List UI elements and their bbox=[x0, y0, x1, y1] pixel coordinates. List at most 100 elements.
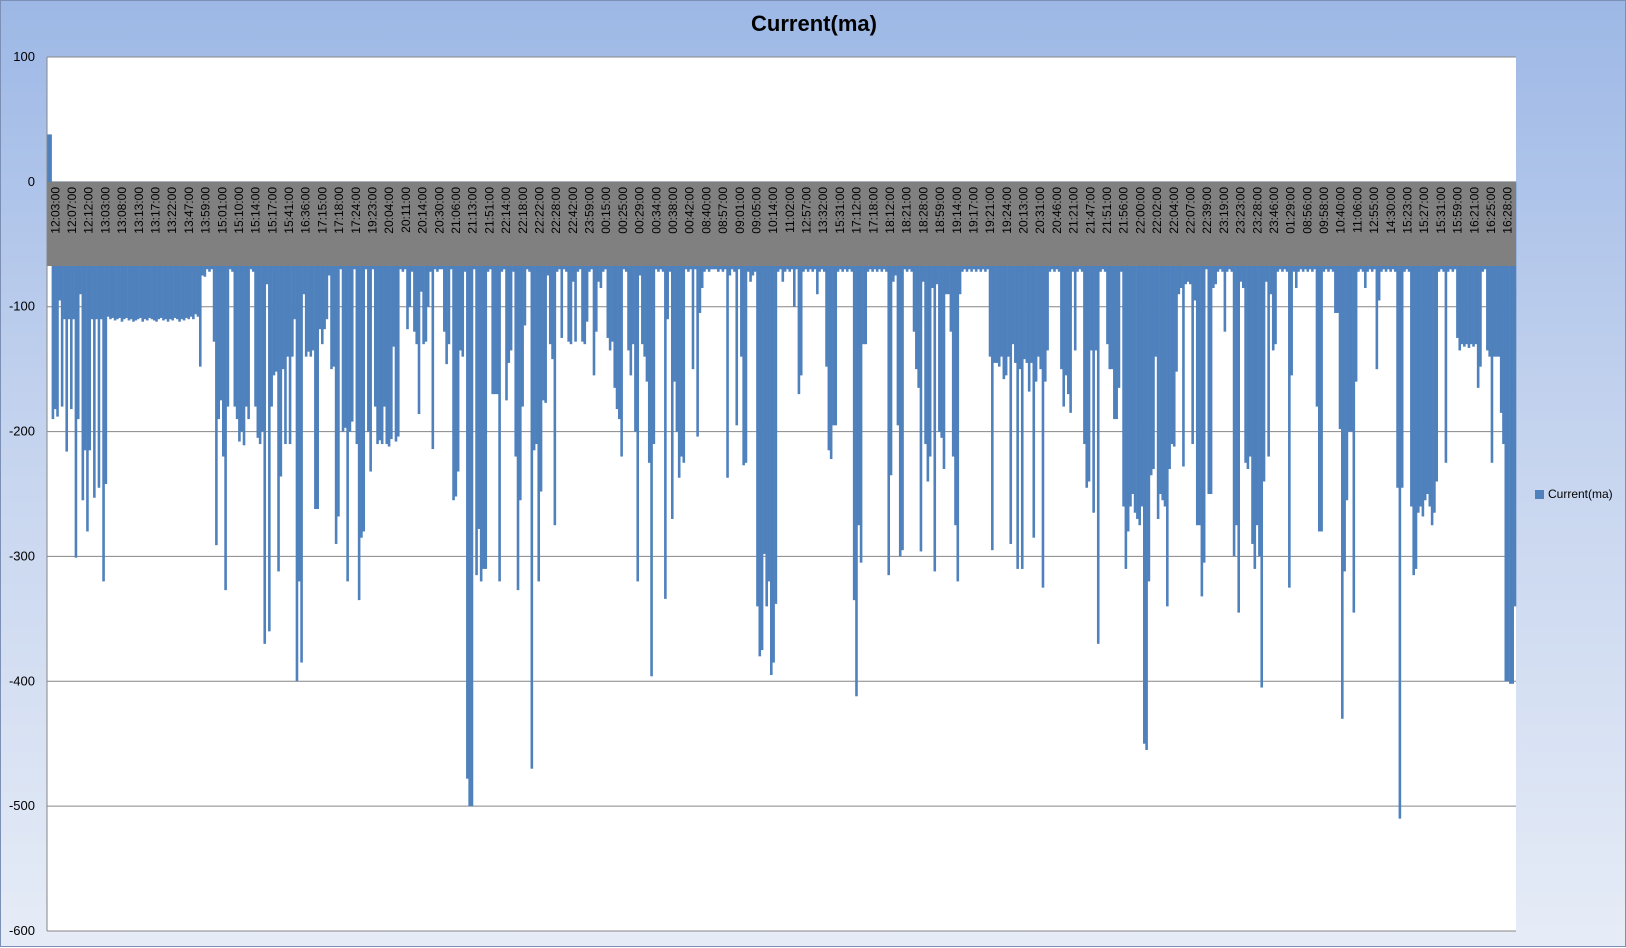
legend-label: Current(ma) bbox=[1548, 487, 1613, 501]
x-tick-label: 15:17:00 bbox=[265, 187, 279, 234]
bar bbox=[198, 181, 202, 367]
bar bbox=[1207, 181, 1211, 495]
x-tick-label: 12:57:00 bbox=[800, 187, 814, 234]
y-tick-label: -600 bbox=[9, 923, 35, 938]
bar bbox=[1043, 181, 1047, 382]
bar bbox=[1396, 181, 1399, 488]
bar bbox=[1253, 181, 1257, 569]
x-tick-label: 15:31:00 bbox=[833, 187, 847, 234]
x-tick-label: 13:08:00 bbox=[115, 187, 129, 234]
bar bbox=[756, 181, 759, 607]
bar bbox=[495, 181, 499, 395]
x-tick-label: 16:36:00 bbox=[299, 187, 313, 234]
bar bbox=[1499, 181, 1503, 413]
bar bbox=[387, 181, 391, 447]
bar bbox=[468, 181, 471, 807]
bar bbox=[102, 181, 105, 582]
x-tick-label: 20:11:00 bbox=[399, 187, 413, 233]
bar bbox=[629, 181, 633, 376]
bar bbox=[1506, 181, 1510, 682]
bar bbox=[1262, 181, 1266, 482]
bar bbox=[245, 181, 248, 407]
bar bbox=[887, 181, 891, 576]
x-tick-label: 13:17:00 bbox=[149, 187, 163, 234]
x-tick-label: 13:03:00 bbox=[98, 187, 112, 234]
x-tick-label: 21:51:00 bbox=[1100, 187, 1114, 234]
bar bbox=[1062, 181, 1066, 407]
bar bbox=[309, 181, 313, 357]
bar bbox=[1476, 181, 1480, 388]
x-tick-label: 22:02:00 bbox=[1150, 187, 1164, 234]
bar bbox=[1341, 181, 1344, 719]
bar bbox=[1172, 181, 1176, 447]
bar bbox=[284, 181, 287, 445]
bar bbox=[383, 181, 386, 407]
bar bbox=[233, 181, 237, 407]
bar bbox=[855, 181, 858, 697]
legend: Current(ma) bbox=[1535, 487, 1613, 501]
bar bbox=[1138, 181, 1141, 526]
bar bbox=[1267, 181, 1270, 457]
bar bbox=[97, 181, 101, 488]
bar bbox=[1209, 181, 1213, 495]
bar bbox=[997, 181, 1001, 367]
bar bbox=[452, 181, 455, 501]
bar bbox=[1246, 181, 1250, 470]
bar bbox=[380, 181, 384, 445]
x-tick-label: 19:14:00 bbox=[950, 187, 964, 234]
bar bbox=[1154, 181, 1158, 357]
bar bbox=[279, 181, 283, 477]
x-tick-label: 22:18:00 bbox=[516, 187, 530, 234]
bar bbox=[1290, 181, 1293, 376]
bar bbox=[1147, 181, 1151, 582]
bar bbox=[760, 181, 764, 651]
bar bbox=[357, 181, 361, 601]
bar bbox=[1320, 181, 1323, 532]
bar bbox=[1168, 181, 1171, 470]
bar bbox=[1237, 181, 1240, 613]
x-tick-label: 22:14:00 bbox=[499, 187, 513, 234]
bar bbox=[1129, 181, 1132, 507]
bar bbox=[1113, 181, 1116, 420]
bar bbox=[477, 181, 481, 529]
bar bbox=[1030, 181, 1033, 363]
bar bbox=[1002, 181, 1006, 380]
x-tick-label: 22:22:00 bbox=[532, 187, 546, 234]
bar bbox=[385, 181, 389, 445]
bar bbox=[1110, 181, 1114, 370]
bar bbox=[396, 181, 400, 437]
bar bbox=[767, 181, 771, 582]
bar bbox=[1354, 181, 1358, 382]
bar bbox=[268, 181, 271, 632]
bar bbox=[390, 181, 393, 440]
bar bbox=[311, 181, 315, 351]
bar bbox=[956, 181, 960, 582]
bar bbox=[261, 181, 264, 432]
y-tick-label: -500 bbox=[9, 798, 35, 813]
bar bbox=[454, 181, 458, 497]
x-tick-label: 18:59:00 bbox=[933, 187, 947, 234]
x-tick-label: 19:24:00 bbox=[1000, 187, 1014, 234]
x-tick-label: 22:00:00 bbox=[1133, 187, 1147, 234]
x-tick-label: 17:24:00 bbox=[349, 187, 363, 234]
bar bbox=[479, 181, 483, 582]
bar bbox=[505, 181, 508, 401]
x-tick-label: 15:14:00 bbox=[249, 187, 263, 234]
bar bbox=[1315, 181, 1319, 407]
x-tick-label: 08:57:00 bbox=[716, 187, 730, 234]
bar bbox=[696, 181, 699, 437]
bar bbox=[484, 181, 488, 569]
bar bbox=[928, 181, 932, 457]
bar bbox=[1034, 181, 1038, 382]
bar bbox=[1037, 181, 1040, 357]
x-tick-label: 12:55:00 bbox=[1367, 187, 1381, 234]
bar bbox=[744, 181, 748, 463]
bar bbox=[539, 181, 543, 492]
bar bbox=[608, 181, 612, 351]
x-tick-label: 22:04:00 bbox=[1167, 187, 1181, 234]
x-tick-label: 00:15:00 bbox=[599, 187, 613, 234]
bar bbox=[1016, 181, 1019, 569]
bar bbox=[1235, 181, 1238, 526]
bar bbox=[933, 181, 937, 572]
